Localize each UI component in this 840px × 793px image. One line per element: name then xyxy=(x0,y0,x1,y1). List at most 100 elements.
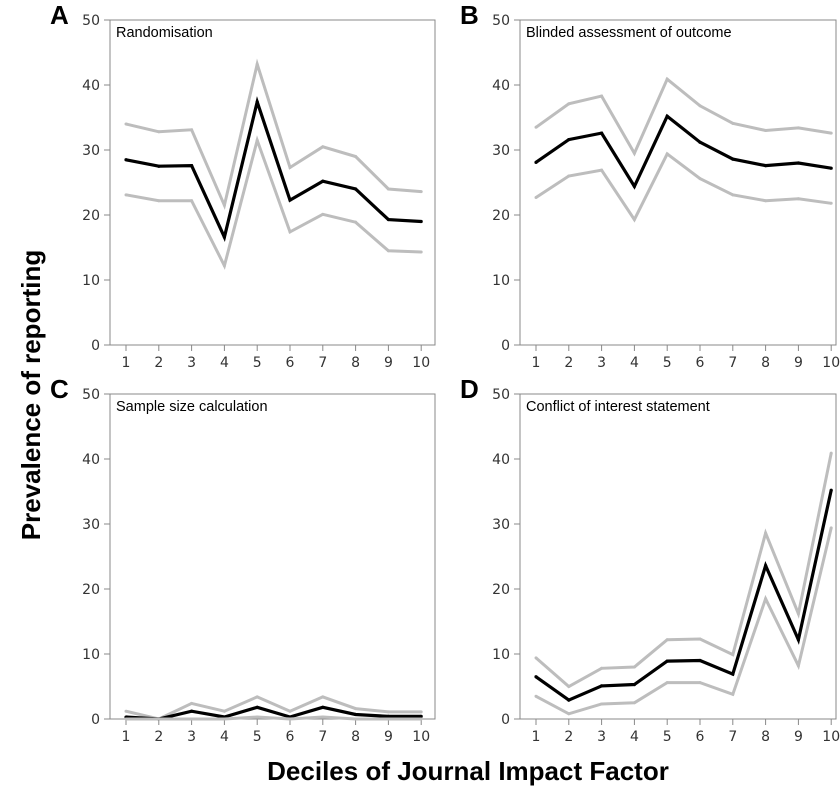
data-point-estimate xyxy=(698,658,702,663)
data-point-lower xyxy=(764,597,768,601)
panel-title: Blinded assessment of outcome xyxy=(526,25,732,41)
data-point-upper xyxy=(288,709,292,713)
x-tick-label: 1 xyxy=(532,729,541,745)
panel-c: C Sample size calculation 0 10 20 30 40 50 1 2 3 4 5… xyxy=(50,374,436,745)
data-point-upper xyxy=(632,665,636,669)
data-point-lower xyxy=(386,717,390,721)
series-line-estimate xyxy=(535,489,833,702)
x-tick-label: 2 xyxy=(564,729,573,745)
data-point-estimate xyxy=(829,488,833,492)
x-tick-label: 7 xyxy=(728,355,737,371)
data-point-estimate xyxy=(255,705,259,709)
panel-title: Conflict of interest statement xyxy=(526,399,710,415)
y-tick-label: 40 xyxy=(492,78,510,94)
x-tick-label: 8 xyxy=(351,729,360,745)
x-tick-label: 6 xyxy=(696,729,705,745)
data-point-lower xyxy=(698,177,702,181)
x-tick-label: 8 xyxy=(761,355,770,371)
data-point-upper xyxy=(124,709,128,713)
data-point-estimate xyxy=(600,131,604,135)
data-point-upper xyxy=(124,122,128,126)
data-point-upper xyxy=(764,129,768,132)
data-point-upper xyxy=(698,104,702,108)
data-point-upper xyxy=(255,62,259,66)
panel-label: B xyxy=(460,0,479,30)
data-point-upper xyxy=(829,131,833,135)
x-tick-label: 6 xyxy=(286,355,295,371)
x-tick-label: 1 xyxy=(122,729,131,745)
data-point-estimate xyxy=(534,160,538,164)
data-point-estimate xyxy=(567,698,571,702)
data-point-upper xyxy=(600,666,604,670)
series-line-estimate xyxy=(125,96,422,242)
x-tick-label: 3 xyxy=(597,355,606,371)
data-point-estimate xyxy=(419,219,423,224)
data-point-upper xyxy=(796,612,800,616)
x-tick-label: 10 xyxy=(412,729,430,745)
x-tick-label: 4 xyxy=(630,355,639,371)
data-point-estimate xyxy=(157,164,161,168)
data-point-upper xyxy=(190,701,194,705)
data-point-lower xyxy=(796,664,800,668)
y-tick-label: 30 xyxy=(492,143,510,159)
data-point-estimate xyxy=(534,675,538,679)
data-point-lower xyxy=(321,715,325,719)
data-point-lower xyxy=(222,717,226,721)
x-tick-label: 1 xyxy=(122,355,131,371)
data-point-estimate xyxy=(386,217,390,222)
x-axis-label: Deciles of Journal Impact Factor xyxy=(267,756,669,786)
x-tick-label: 3 xyxy=(187,355,196,371)
data-point-upper xyxy=(829,451,833,455)
data-point-upper xyxy=(600,94,604,98)
x-tick-label: 1 xyxy=(532,355,541,371)
data-point-lower xyxy=(632,701,636,705)
x-tick-label: 9 xyxy=(384,355,393,371)
x-tick-label: 8 xyxy=(761,729,770,745)
y-tick-label: 50 xyxy=(492,387,510,403)
y-tick-label: 0 xyxy=(501,338,510,354)
x-tick-label: 2 xyxy=(564,355,573,371)
data-point-lower xyxy=(255,138,259,142)
series-line-estimate xyxy=(535,113,832,190)
panel-title: Sample size calculation xyxy=(116,399,268,415)
x-tick-label: 2 xyxy=(154,729,163,745)
y-tick-label: 0 xyxy=(91,712,100,728)
data-point-estimate xyxy=(190,709,194,713)
data-point-lower xyxy=(288,230,292,234)
series-line-upper xyxy=(125,695,422,721)
data-point-lower xyxy=(419,717,423,721)
x-tick-label: 9 xyxy=(384,729,393,745)
y-tick-label: 0 xyxy=(501,712,510,728)
data-point-estimate xyxy=(764,164,768,168)
series-line-lower xyxy=(535,151,832,223)
x-tick-label: 5 xyxy=(663,729,672,745)
data-point-lower xyxy=(157,717,161,721)
data-point-lower xyxy=(600,702,604,706)
plot-frame xyxy=(519,393,837,720)
data-point-estimate xyxy=(600,684,604,688)
data-point-upper xyxy=(354,155,358,158)
data-point-estimate xyxy=(354,712,358,717)
y-tick-label: 20 xyxy=(492,582,510,598)
y-tick-label: 30 xyxy=(492,517,510,533)
plot-frame xyxy=(519,19,837,346)
x-tick-label: 4 xyxy=(220,355,229,371)
data-point-lower xyxy=(764,199,768,203)
data-point-estimate xyxy=(567,138,571,142)
y-tick-label: 30 xyxy=(82,143,100,159)
y-tick-label: 20 xyxy=(82,582,100,598)
plot-frame xyxy=(109,393,436,720)
data-point-estimate xyxy=(222,235,226,239)
x-tick-label: 2 xyxy=(154,355,163,371)
data-point-upper xyxy=(764,531,768,535)
y-tick-label: 20 xyxy=(82,208,100,224)
data-point-upper xyxy=(567,685,571,688)
panel-a: A Randomisation 0 10 20 30 40 50 1 2 3 4 5 6 7 8 9 10 xyxy=(50,0,436,371)
data-point-upper xyxy=(354,707,358,711)
y-tick-label: 30 xyxy=(82,517,100,533)
data-point-upper xyxy=(222,709,226,713)
data-point-lower xyxy=(567,174,571,178)
series-line-upper xyxy=(535,76,832,157)
data-point-estimate xyxy=(321,705,325,709)
